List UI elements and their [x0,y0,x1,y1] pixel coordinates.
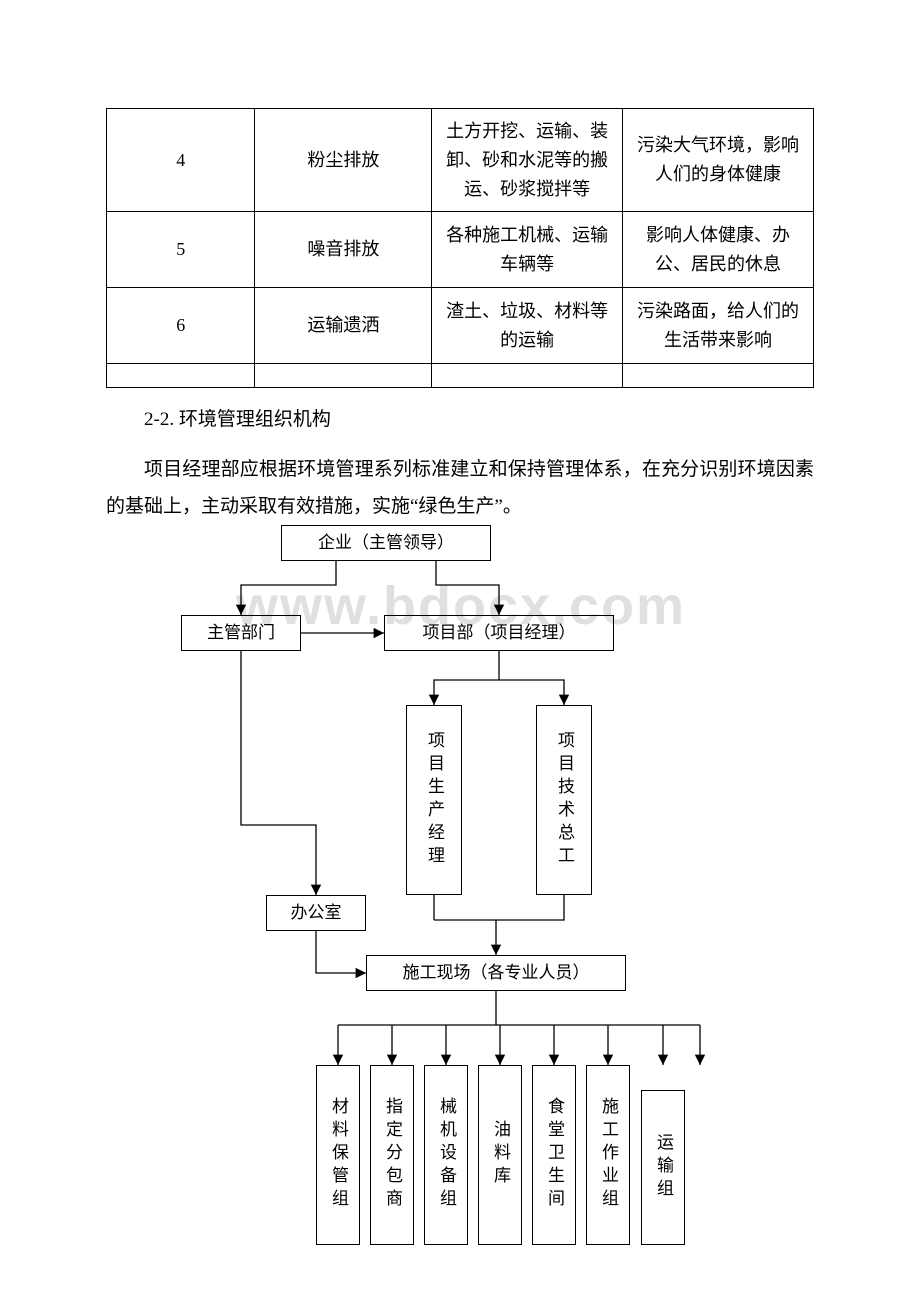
flowchart-edge [499,680,564,705]
flowchart-node: 食堂卫生间 [532,1065,576,1245]
table-cell: 噪音排放 [255,212,432,288]
flowchart-node: 械机设备组 [424,1065,468,1245]
flowchart-node: 项目技术总工 [536,705,592,895]
table-cell: 污染大气环境，影响人们的身体健康 [623,109,814,212]
flowchart-edge [436,561,499,615]
table-cell: 渣土、垃圾、材料等的运输 [432,288,623,364]
org-flowchart: 企业（主管领导） 主管部门 项目部（项目经理） 项目生产经理 项目技术总工办公室施工现场… [106,525,814,1265]
table-cell: 影响人体健康、办公、居民的休息 [623,212,814,288]
flowchart-edge [434,680,499,705]
flowchart-node: 项目生产经理 [406,705,462,895]
section-heading: 2-2. 环境管理组织机构 [106,402,814,438]
table-row: 6运输遗洒渣土、垃圾、材料等的运输污染路面，给人们的生活带来影响 [107,288,814,364]
flowchart-node: 主管部门 [181,615,301,651]
flowchart-node: 油料库 [478,1065,522,1245]
flowchart-node: 施工作业组 [586,1065,630,1245]
table-cell [623,364,814,388]
table-cell [255,364,432,388]
table-cell: 污染路面，给人们的生活带来影响 [623,288,814,364]
flowchart-node: 施工现场（各专业人员） [366,955,626,991]
flowchart-node: 指定分包商 [370,1065,414,1245]
flowchart-node: 运输组 [641,1090,685,1245]
table-row [107,364,814,388]
table-cell: 土方开挖、运输、装卸、砂和水泥等的搬运、砂浆搅拌等 [432,109,623,212]
flowchart-node: 材料保管组 [316,1065,360,1245]
table-cell: 粉尘排放 [255,109,432,212]
environment-table: 4粉尘排放土方开挖、运输、装卸、砂和水泥等的搬运、砂浆搅拌等污染大气环境，影响人… [106,108,814,388]
flowchart-edge [241,651,316,895]
table-cell: 5 [107,212,255,288]
flowchart-edge [434,895,564,920]
table-row: 5噪音排放各种施工机械、运输车辆等影响人体健康、办公、居民的休息 [107,212,814,288]
flowchart-node: 办公室 [266,895,366,931]
table-cell: 各种施工机械、运输车辆等 [432,212,623,288]
section-paragraph: 项目经理部应根据环境管理系列标准建立和保持管理体系，在充分识别环境因素的基础上，… [106,452,814,524]
table-cell: 4 [107,109,255,212]
flowchart-node: 项目部（项目经理） [384,615,614,651]
table-cell [432,364,623,388]
flowchart-node: 企业（主管领导） [281,525,491,561]
flowchart-edge [316,931,366,973]
table-cell [107,364,255,388]
flowchart-edge [241,561,336,615]
table-row: 4粉尘排放土方开挖、运输、装卸、砂和水泥等的搬运、砂浆搅拌等污染大气环境，影响人… [107,109,814,212]
table-cell: 6 [107,288,255,364]
table-cell: 运输遗洒 [255,288,432,364]
